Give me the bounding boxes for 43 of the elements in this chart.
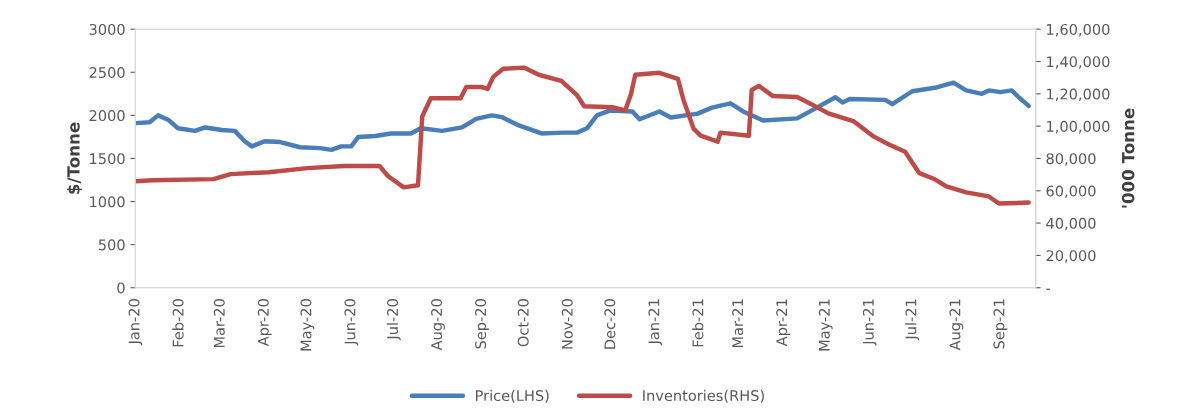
line-series	[135, 65, 1031, 206]
x-tick-label: Nov-20	[561, 299, 573, 349]
y-tick-label: 3000	[89, 23, 125, 35]
y-tick-label: 2000	[89, 110, 125, 122]
x-tick-label: Jan-20	[128, 299, 143, 346]
y-tick-label: 1000	[90, 196, 125, 208]
x-tick-label: Aug-21	[949, 299, 964, 351]
x-tick-label: Dec-20	[604, 299, 616, 349]
x-tick-label: Jul-21	[905, 299, 920, 341]
y2-tick-label: 80,000	[1046, 153, 1096, 166]
legend-label: Inventories(RHS)	[643, 389, 764, 403]
legend-label: Price(LHS)	[476, 389, 549, 403]
line-series	[135, 80, 1031, 153]
x-tick-label: May-20	[300, 299, 315, 351]
x-tick-label: Jun-20	[344, 299, 359, 346]
x-tick-label: Sep-21	[993, 299, 1008, 349]
x-tick-label: May-21	[818, 299, 833, 351]
y-axis-title: $/Tonne	[66, 122, 82, 194]
y2-tick-label: 60,000	[1046, 185, 1096, 199]
y-tick-label: 2500	[89, 67, 125, 79]
y2-tick-label: 1,20,000	[1047, 88, 1110, 102]
x-tick-label: Jan-21	[648, 299, 663, 346]
y2-tick-label: 20,000	[1046, 250, 1096, 263]
x-tick-label: Sep-20	[475, 299, 489, 349]
y2-tick-label: 1,40,000	[1047, 56, 1110, 69]
x-tick-label: Feb-21	[692, 299, 704, 347]
y-tick-label: 1500	[90, 153, 125, 165]
y2-tick-label: 1,00,000	[1047, 120, 1110, 134]
y2-tick-label: 1,60,000	[1047, 23, 1110, 37]
x-tick-label: Jun-21	[862, 299, 877, 346]
y2-tick-label: -	[1046, 288, 1051, 290]
y-tick-label: 500	[98, 239, 125, 251]
x-tick-label: Apr-20	[257, 299, 272, 347]
x-tick-label: Mar-21	[732, 299, 744, 348]
x-tick-label: Jul-20	[386, 299, 401, 341]
x-tick-label: Apr-21	[776, 299, 791, 347]
x-tick-label: Feb-20	[172, 299, 184, 347]
x-tick-label: Mar-20	[213, 299, 225, 348]
y2-axis-title: '000 Tonne	[1121, 108, 1135, 208]
y-tick-label: 0	[117, 282, 125, 294]
y2-tick-label: 40,000	[1046, 217, 1096, 231]
x-tick-label: Aug-20	[431, 299, 445, 351]
x-tick-label: Oct-20	[517, 299, 529, 347]
